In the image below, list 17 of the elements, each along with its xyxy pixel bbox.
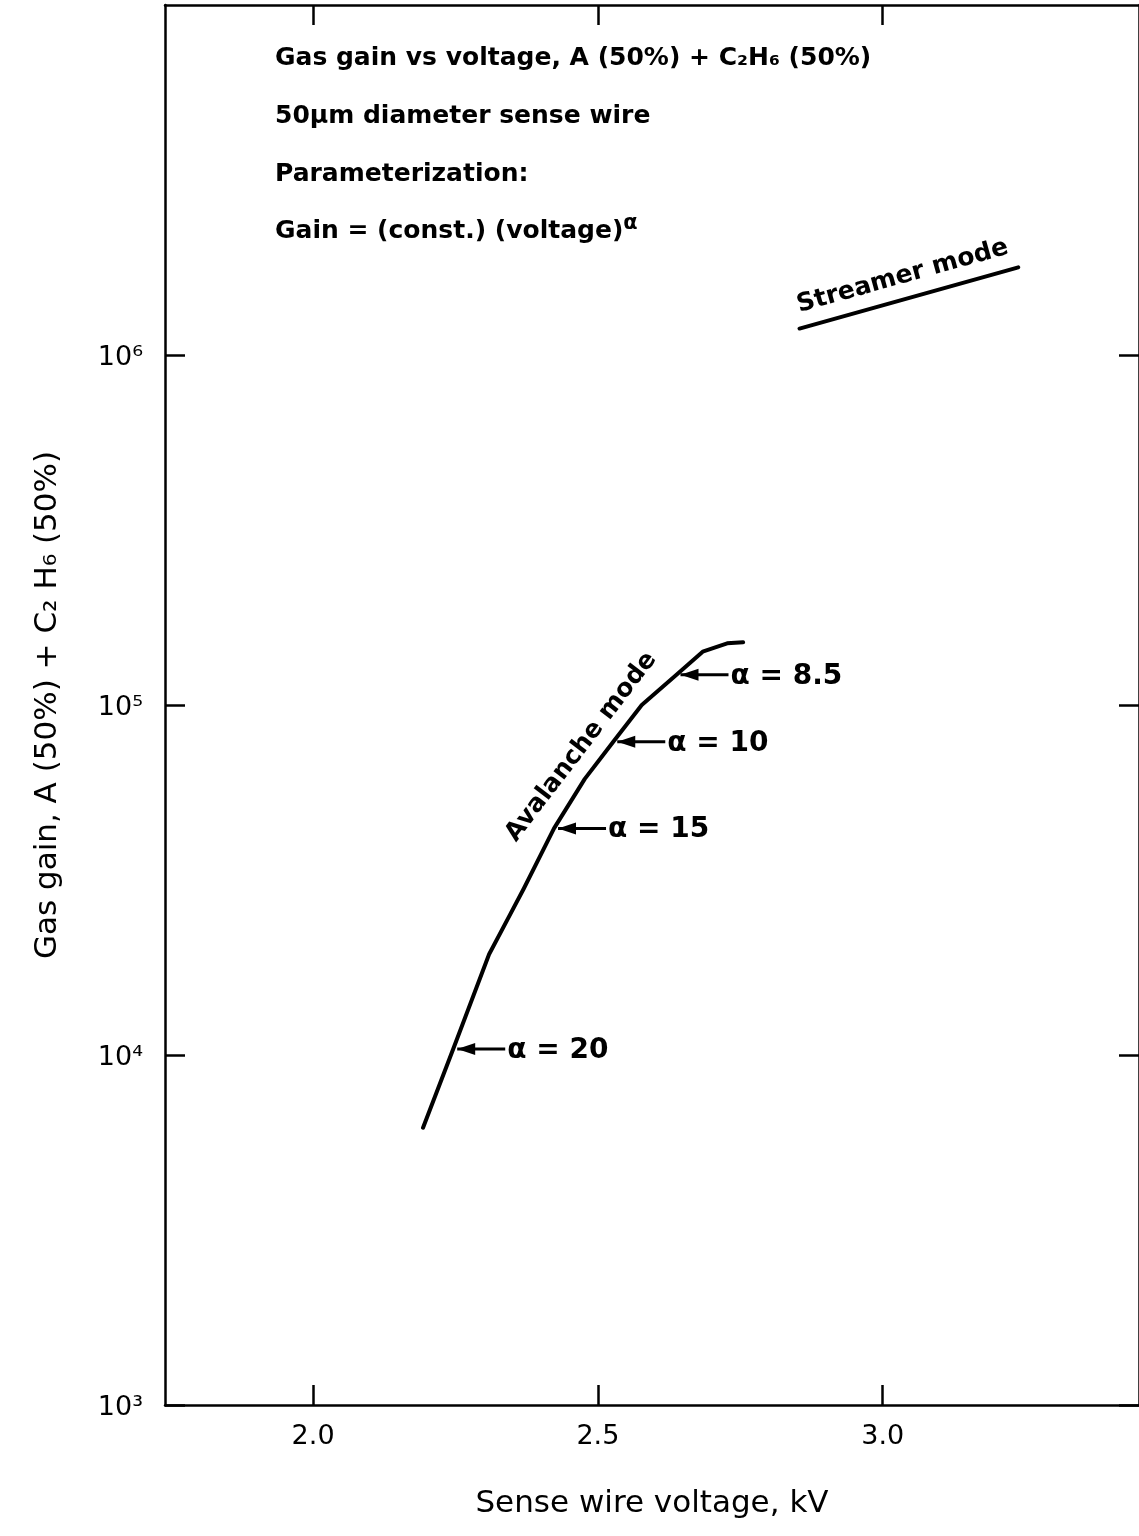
y-tick-label: 10⁶ (97, 339, 143, 371)
y-tick-label: 10³ (97, 1389, 143, 1421)
y-axis-title: Gas gain, A (50%) + C₂ H₆ (50%) (26, 450, 63, 960)
annotation: Parameterization: (275, 158, 529, 187)
text: Gas gain vs voltage, A (50%) + C₂H₆ (50%) (275, 42, 872, 71)
y-tick-label: 10⁵ (97, 689, 143, 721)
x-tick-label: 2.5 (576, 1419, 620, 1450)
annotation: α = 20 (507, 1032, 609, 1066)
text: 50μm diameter sense wire (275, 100, 651, 129)
annotation: α = 15 (608, 811, 710, 845)
x-axis-title: Sense wire voltage, kV (475, 1482, 829, 1519)
annotation: Gain = (const.) (voltage)$^{α}$ (275, 210, 638, 245)
y-tick-label: 10⁴ (97, 1039, 143, 1071)
annotation: α = 8.5 (730, 657, 843, 691)
annotation: α = 10 (667, 724, 769, 758)
x-tick-label: 3.0 (861, 1419, 905, 1450)
x-tick-label: 2.0 (291, 1419, 335, 1450)
